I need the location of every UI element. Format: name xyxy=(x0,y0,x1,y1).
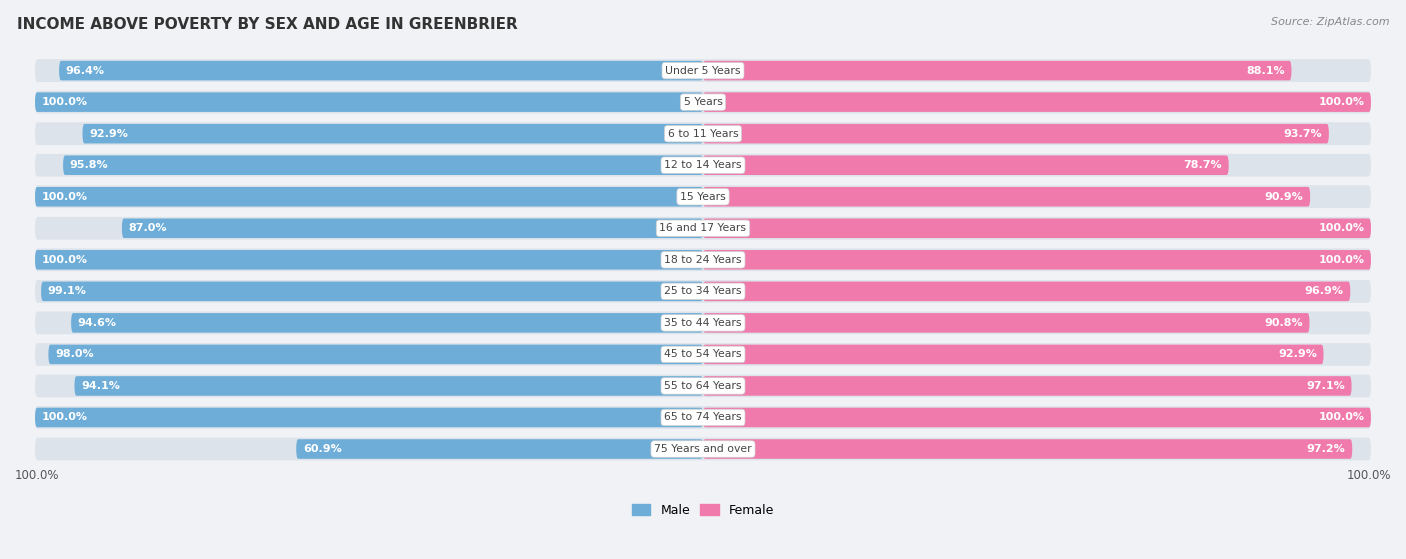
FancyBboxPatch shape xyxy=(703,250,1371,269)
FancyBboxPatch shape xyxy=(72,313,703,333)
FancyBboxPatch shape xyxy=(35,92,703,112)
FancyBboxPatch shape xyxy=(703,439,1353,459)
FancyBboxPatch shape xyxy=(703,282,1350,301)
FancyBboxPatch shape xyxy=(703,408,1371,427)
Text: 75 Years and over: 75 Years and over xyxy=(654,444,752,454)
Text: 55 to 64 Years: 55 to 64 Years xyxy=(664,381,742,391)
FancyBboxPatch shape xyxy=(83,124,703,144)
FancyBboxPatch shape xyxy=(703,92,1371,112)
Text: 97.1%: 97.1% xyxy=(1306,381,1346,391)
FancyBboxPatch shape xyxy=(703,61,1292,80)
FancyBboxPatch shape xyxy=(297,439,703,459)
Text: 35 to 44 Years: 35 to 44 Years xyxy=(664,318,742,328)
Text: 97.2%: 97.2% xyxy=(1306,444,1346,454)
Text: 15 Years: 15 Years xyxy=(681,192,725,202)
Text: 100.0%: 100.0% xyxy=(42,192,87,202)
FancyBboxPatch shape xyxy=(703,219,1371,238)
FancyBboxPatch shape xyxy=(35,280,1371,302)
FancyBboxPatch shape xyxy=(35,154,1371,177)
Text: 90.8%: 90.8% xyxy=(1264,318,1303,328)
FancyBboxPatch shape xyxy=(75,376,703,396)
Text: 96.4%: 96.4% xyxy=(66,65,105,75)
Text: 6 to 11 Years: 6 to 11 Years xyxy=(668,129,738,139)
FancyBboxPatch shape xyxy=(35,187,703,206)
Text: 87.0%: 87.0% xyxy=(128,223,167,233)
Text: 93.7%: 93.7% xyxy=(1284,129,1322,139)
Text: 60.9%: 60.9% xyxy=(302,444,342,454)
FancyBboxPatch shape xyxy=(703,187,1310,206)
Text: INCOME ABOVE POVERTY BY SEX AND AGE IN GREENBRIER: INCOME ABOVE POVERTY BY SEX AND AGE IN G… xyxy=(17,17,517,32)
FancyBboxPatch shape xyxy=(122,219,703,238)
FancyBboxPatch shape xyxy=(35,311,1371,334)
Text: 100.0%: 100.0% xyxy=(1347,470,1391,482)
FancyBboxPatch shape xyxy=(35,406,1371,429)
FancyBboxPatch shape xyxy=(35,217,1371,240)
Text: 90.9%: 90.9% xyxy=(1265,192,1303,202)
Text: 25 to 34 Years: 25 to 34 Years xyxy=(664,286,742,296)
FancyBboxPatch shape xyxy=(35,408,703,427)
Text: 5 Years: 5 Years xyxy=(683,97,723,107)
Text: 94.6%: 94.6% xyxy=(77,318,117,328)
FancyBboxPatch shape xyxy=(35,122,1371,145)
Text: 65 to 74 Years: 65 to 74 Years xyxy=(664,413,742,423)
Text: 92.9%: 92.9% xyxy=(1278,349,1317,359)
Text: 18 to 24 Years: 18 to 24 Years xyxy=(664,255,742,265)
Text: 78.7%: 78.7% xyxy=(1184,160,1222,170)
FancyBboxPatch shape xyxy=(35,343,1371,366)
FancyBboxPatch shape xyxy=(41,282,703,301)
FancyBboxPatch shape xyxy=(35,375,1371,397)
Text: Under 5 Years: Under 5 Years xyxy=(665,65,741,75)
Text: 95.8%: 95.8% xyxy=(70,160,108,170)
FancyBboxPatch shape xyxy=(35,91,1371,113)
Text: 92.9%: 92.9% xyxy=(89,129,128,139)
FancyBboxPatch shape xyxy=(703,155,1229,175)
FancyBboxPatch shape xyxy=(703,345,1323,364)
FancyBboxPatch shape xyxy=(48,345,703,364)
Text: 96.9%: 96.9% xyxy=(1305,286,1344,296)
Text: 16 and 17 Years: 16 and 17 Years xyxy=(659,223,747,233)
FancyBboxPatch shape xyxy=(59,61,703,80)
FancyBboxPatch shape xyxy=(703,313,1309,333)
Text: 88.1%: 88.1% xyxy=(1246,65,1285,75)
FancyBboxPatch shape xyxy=(35,59,1371,82)
Text: 98.0%: 98.0% xyxy=(55,349,94,359)
Text: 94.1%: 94.1% xyxy=(82,381,120,391)
Legend: Male, Female: Male, Female xyxy=(627,499,779,522)
Text: 99.1%: 99.1% xyxy=(48,286,87,296)
FancyBboxPatch shape xyxy=(703,124,1329,144)
Text: 100.0%: 100.0% xyxy=(1319,255,1364,265)
Text: 100.0%: 100.0% xyxy=(1319,97,1364,107)
Text: 100.0%: 100.0% xyxy=(42,97,87,107)
FancyBboxPatch shape xyxy=(35,186,1371,208)
Text: Source: ZipAtlas.com: Source: ZipAtlas.com xyxy=(1271,17,1389,27)
Text: 12 to 14 Years: 12 to 14 Years xyxy=(664,160,742,170)
FancyBboxPatch shape xyxy=(703,376,1351,396)
Text: 45 to 54 Years: 45 to 54 Years xyxy=(664,349,742,359)
Text: 100.0%: 100.0% xyxy=(1319,223,1364,233)
FancyBboxPatch shape xyxy=(35,250,703,269)
Text: 100.0%: 100.0% xyxy=(15,470,59,482)
Text: 100.0%: 100.0% xyxy=(42,255,87,265)
FancyBboxPatch shape xyxy=(35,248,1371,271)
Text: 100.0%: 100.0% xyxy=(42,413,87,423)
Text: 100.0%: 100.0% xyxy=(1319,413,1364,423)
FancyBboxPatch shape xyxy=(63,155,703,175)
FancyBboxPatch shape xyxy=(35,438,1371,461)
